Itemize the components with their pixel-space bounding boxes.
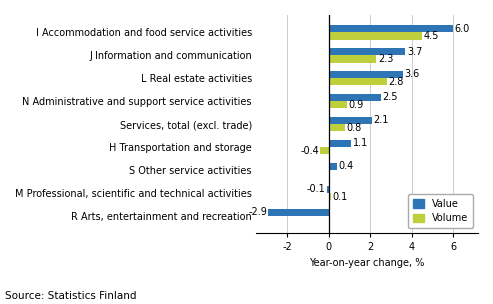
Bar xyxy=(329,117,372,124)
Bar xyxy=(329,140,352,147)
Text: -0.1: -0.1 xyxy=(306,184,325,194)
Bar xyxy=(329,124,345,131)
Bar xyxy=(329,78,387,85)
Text: 0.8: 0.8 xyxy=(347,123,362,133)
Text: Source: Statistics Finland: Source: Statistics Finland xyxy=(5,291,137,301)
Bar xyxy=(329,71,403,78)
Bar xyxy=(329,25,453,32)
Text: 2.5: 2.5 xyxy=(382,92,397,102)
Bar xyxy=(320,147,329,154)
Text: -2.9: -2.9 xyxy=(248,207,267,217)
Bar xyxy=(329,193,331,200)
Bar xyxy=(326,186,329,193)
Bar xyxy=(329,32,422,40)
Text: 2.8: 2.8 xyxy=(388,77,404,87)
Bar xyxy=(269,209,329,216)
Text: 3.6: 3.6 xyxy=(405,70,420,79)
Legend: Value, Volume: Value, Volume xyxy=(408,194,473,228)
Text: 0.4: 0.4 xyxy=(338,161,353,171)
Bar xyxy=(329,55,376,63)
Text: 4.5: 4.5 xyxy=(423,31,439,41)
Text: -0.4: -0.4 xyxy=(300,146,319,156)
Bar xyxy=(329,101,347,109)
Bar xyxy=(329,94,381,101)
Text: 1.1: 1.1 xyxy=(353,138,368,148)
Text: 0.1: 0.1 xyxy=(332,192,348,202)
Bar xyxy=(329,163,337,170)
Text: 2.3: 2.3 xyxy=(378,54,393,64)
X-axis label: Year-on-year change, %: Year-on-year change, % xyxy=(309,258,424,268)
Text: 0.9: 0.9 xyxy=(349,100,364,110)
Bar xyxy=(329,48,405,55)
Text: 3.7: 3.7 xyxy=(407,47,422,57)
Text: 6.0: 6.0 xyxy=(455,23,470,33)
Text: 2.1: 2.1 xyxy=(374,116,389,125)
